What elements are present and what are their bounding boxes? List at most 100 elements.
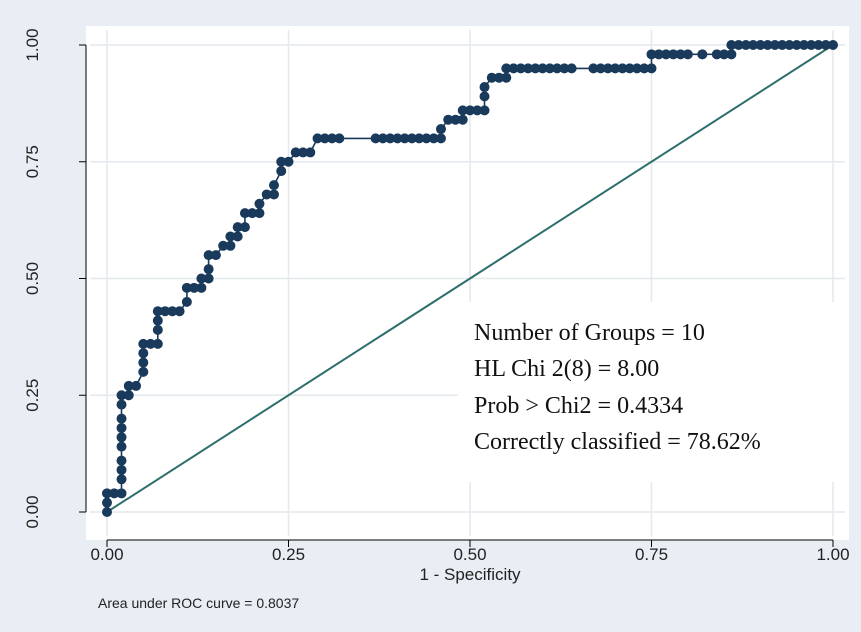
roc-point <box>290 147 301 158</box>
roc-point <box>675 49 686 60</box>
x-tick-label: 0.00 <box>90 545 123 564</box>
roc-point <box>298 147 309 158</box>
roc-point <box>537 63 548 74</box>
roc-point <box>588 63 599 74</box>
roc-point <box>661 49 672 60</box>
roc-point <box>305 147 316 158</box>
roc-point <box>160 306 171 317</box>
roc-point <box>646 49 657 60</box>
roc-point <box>668 49 679 60</box>
roc-point <box>116 399 127 410</box>
roc-point <box>203 250 214 261</box>
reference-line <box>106 44 834 513</box>
roc-point <box>494 72 505 83</box>
roc-point <box>312 133 323 144</box>
roc-point <box>798 40 809 50</box>
roc-point <box>116 441 127 452</box>
roc-point <box>327 133 338 144</box>
roc-point <box>697 49 708 60</box>
x-axis-title: 1 - Specificity <box>419 565 521 584</box>
roc-point <box>225 240 236 251</box>
annotation-line: Correctly classified = 78.62% <box>474 429 761 455</box>
roc-point <box>769 40 780 50</box>
roc-point <box>719 49 730 60</box>
roc-point <box>639 63 650 74</box>
roc-point <box>239 208 250 219</box>
x-tick-label: 0.25 <box>272 545 305 564</box>
roc-point <box>726 40 737 50</box>
roc-point <box>254 198 265 209</box>
roc-point <box>552 63 563 74</box>
roc-point <box>501 72 512 83</box>
roc-point <box>828 40 838 50</box>
roc-point <box>116 474 127 485</box>
roc-point <box>145 338 156 349</box>
annotation-line: HL Chi 2(8) = 8.00 <box>474 356 659 382</box>
roc-point <box>276 156 287 167</box>
roc-point <box>116 422 127 433</box>
roc-point <box>777 40 788 50</box>
roc-point <box>254 208 265 219</box>
roc-point <box>740 40 751 50</box>
roc-point <box>450 114 461 125</box>
grid-lines <box>90 30 845 536</box>
roc-point <box>472 105 483 116</box>
roc-point <box>239 222 250 233</box>
roc-point <box>167 306 178 317</box>
roc-point <box>406 133 417 144</box>
roc-point <box>385 133 396 144</box>
roc-point <box>152 324 163 335</box>
roc-point <box>726 49 737 60</box>
roc-point <box>610 63 621 74</box>
roc-point <box>457 114 468 125</box>
roc-point <box>334 133 345 144</box>
roc-point <box>203 264 214 275</box>
roc-point <box>631 63 642 74</box>
roc-point <box>116 390 127 401</box>
roc-point <box>181 282 192 293</box>
roc-point <box>210 250 221 261</box>
roc-point <box>559 63 570 74</box>
roc-point <box>102 507 112 517</box>
roc-point <box>319 133 330 144</box>
x-tick-label: 0.75 <box>635 545 668 564</box>
roc-point <box>196 273 207 284</box>
roc-point <box>377 133 388 144</box>
roc-point <box>138 357 149 368</box>
roc-point <box>392 133 403 144</box>
roc-point <box>457 105 468 116</box>
roc-point <box>138 366 149 377</box>
roc-point <box>479 82 490 93</box>
roc-point <box>268 180 279 191</box>
roc-point <box>653 49 664 60</box>
roc-point <box>791 40 802 50</box>
roc-point <box>276 166 287 177</box>
roc-point <box>501 63 512 74</box>
y-tick-label: 0.00 <box>23 495 42 528</box>
roc-point <box>479 105 490 116</box>
roc-point <box>152 338 163 349</box>
y-tick-label: 1.00 <box>23 28 42 61</box>
reference-diagonal <box>106 44 834 513</box>
roc-point <box>218 240 229 251</box>
y-tick-label: 0.25 <box>23 379 42 412</box>
roc-point <box>131 380 142 391</box>
roc-point <box>711 49 722 60</box>
roc-point <box>515 63 526 74</box>
roc-point <box>530 63 541 74</box>
y-tick-label: 0.75 <box>23 145 42 178</box>
roc-point <box>523 63 534 74</box>
roc-point <box>479 91 490 102</box>
roc-point <box>748 40 759 50</box>
roc-point <box>762 40 773 50</box>
roc-point <box>138 348 149 359</box>
roc-point <box>646 63 657 74</box>
roc-point <box>399 133 410 144</box>
footnote: Area under ROC curve = 0.8037 <box>98 595 299 611</box>
roc-point <box>109 488 120 499</box>
roc-point <box>102 497 112 508</box>
annotation-line: Number of Groups = 10 <box>474 320 705 346</box>
roc-point <box>465 105 475 116</box>
roc-point <box>566 63 577 74</box>
roc-point <box>682 49 693 60</box>
